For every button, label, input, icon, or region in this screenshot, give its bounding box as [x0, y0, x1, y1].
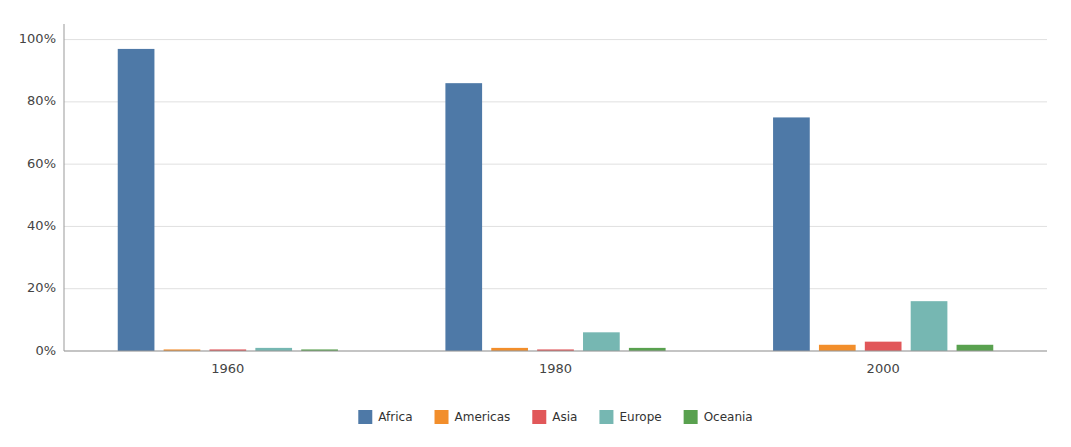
y-tick-label: 100%	[19, 31, 56, 46]
x-axis-line	[64, 351, 1047, 352]
grid-line	[64, 288, 1047, 289]
x-tick-label: 1980	[539, 361, 572, 376]
legend-label: Asia	[552, 410, 577, 424]
legend-label: Americas	[455, 410, 511, 424]
legend: Africa Americas Asia Europe Oceania	[358, 410, 752, 425]
y-tick-label: 80%	[27, 93, 56, 108]
legend-swatch	[358, 410, 372, 424]
x-tick-label: 2000	[867, 361, 900, 376]
bar	[865, 342, 902, 351]
bars	[118, 49, 994, 351]
grid-line	[64, 39, 1047, 40]
bar	[118, 49, 155, 351]
y-tick-label: 0%	[35, 343, 56, 358]
grid-line	[64, 226, 1047, 227]
legend-swatch	[684, 410, 698, 424]
bar	[957, 345, 994, 351]
y-axis-line	[64, 24, 65, 351]
legend-label: Europe	[619, 410, 661, 424]
legend-swatch	[532, 410, 546, 424]
x-tick-label: 1960	[211, 361, 244, 376]
bar	[445, 83, 482, 351]
grid	[64, 40, 1047, 351]
y-tick-label: 40%	[27, 218, 56, 233]
legend-swatch	[599, 410, 613, 424]
legend-swatch	[435, 410, 449, 424]
grid-line	[64, 164, 1047, 165]
legend-label: Oceania	[704, 410, 753, 424]
bar	[773, 117, 810, 351]
y-tick-label: 20%	[27, 280, 56, 295]
bar	[583, 332, 620, 351]
grid-line	[64, 351, 1047, 352]
bar	[819, 345, 856, 351]
y-tick-label: 60%	[27, 156, 56, 171]
legend-label: Africa	[378, 410, 412, 424]
grid-line	[64, 101, 1047, 102]
bar	[911, 301, 948, 351]
